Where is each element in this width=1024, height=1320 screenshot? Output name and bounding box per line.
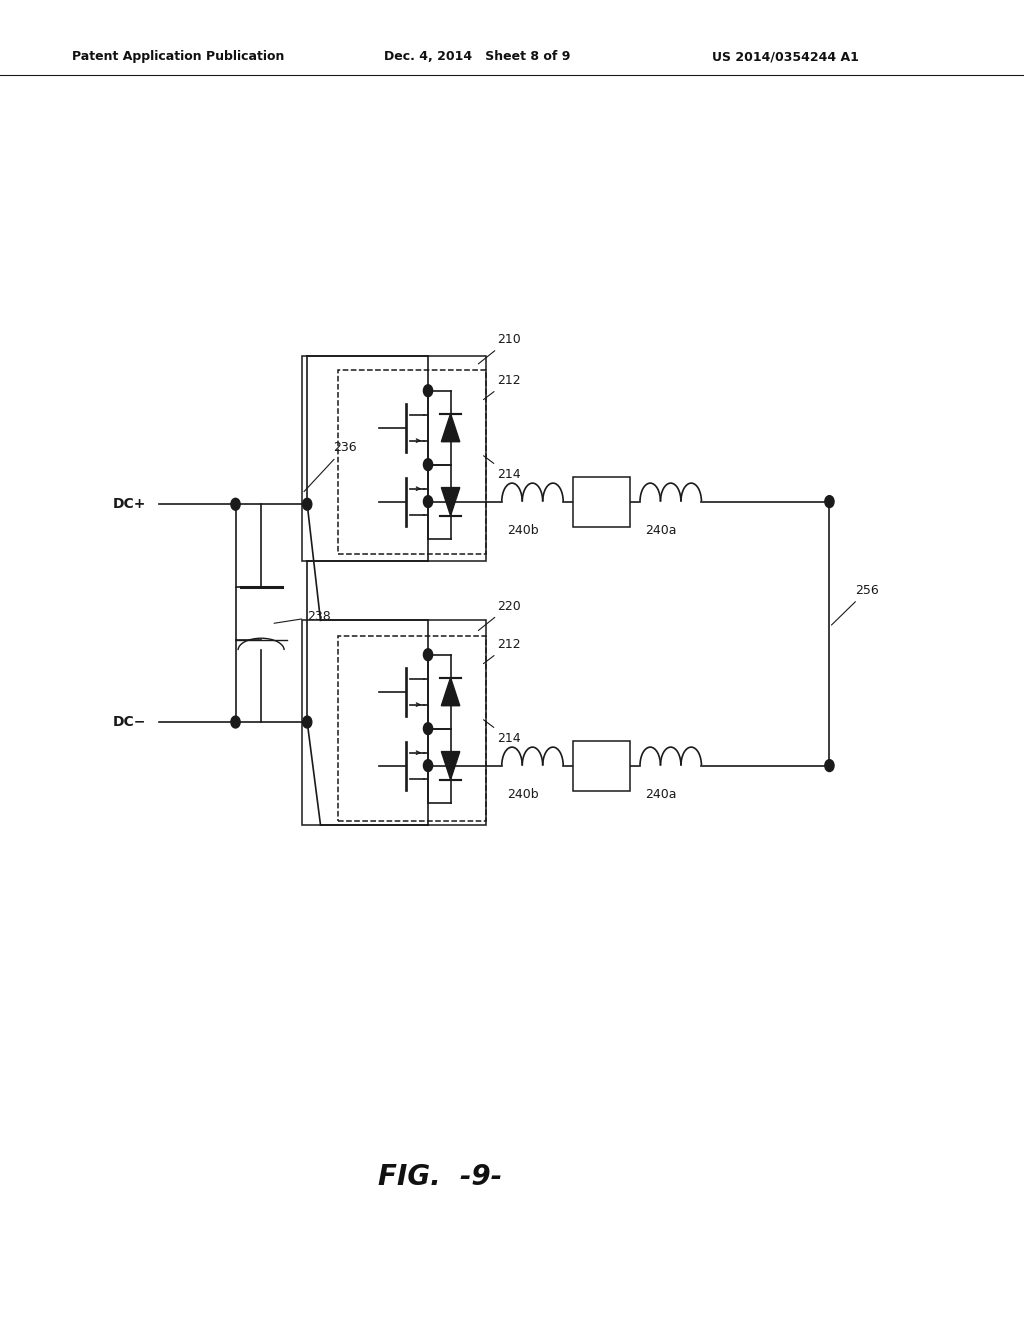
- Text: 244: 244: [590, 490, 613, 503]
- Text: US 2014/0354244 A1: US 2014/0354244 A1: [712, 50, 858, 63]
- Text: 214: 214: [483, 719, 520, 744]
- Circle shape: [303, 715, 311, 729]
- Polygon shape: [441, 677, 460, 706]
- Text: 240b: 240b: [507, 788, 539, 801]
- Text: 212: 212: [483, 374, 520, 400]
- Circle shape: [231, 715, 240, 729]
- Polygon shape: [441, 751, 460, 780]
- Text: 212: 212: [483, 638, 520, 664]
- Text: FIG.  -9-: FIG. -9-: [378, 1163, 503, 1192]
- Circle shape: [303, 498, 311, 511]
- Circle shape: [424, 458, 433, 471]
- Text: 236: 236: [304, 441, 356, 491]
- Text: Dec. 4, 2014   Sheet 8 of 9: Dec. 4, 2014 Sheet 8 of 9: [384, 50, 570, 63]
- Circle shape: [424, 495, 433, 508]
- Circle shape: [424, 722, 433, 734]
- Text: 256: 256: [831, 583, 879, 626]
- FancyBboxPatch shape: [573, 741, 630, 791]
- Polygon shape: [441, 487, 460, 516]
- Text: 240b: 240b: [507, 524, 539, 537]
- Text: DC−: DC−: [113, 715, 146, 729]
- Circle shape: [424, 760, 433, 772]
- Polygon shape: [441, 413, 460, 442]
- Text: 240a: 240a: [645, 524, 677, 537]
- Text: Patent Application Publication: Patent Application Publication: [72, 50, 284, 63]
- Text: 220: 220: [478, 599, 520, 631]
- Text: 238: 238: [274, 610, 331, 623]
- FancyBboxPatch shape: [573, 477, 630, 527]
- Text: 210: 210: [478, 333, 520, 364]
- Circle shape: [825, 495, 834, 508]
- Text: 240a: 240a: [645, 788, 677, 801]
- Text: DC+: DC+: [113, 498, 146, 511]
- Circle shape: [424, 384, 433, 396]
- Text: 244: 244: [590, 754, 613, 767]
- Text: 214: 214: [483, 455, 520, 480]
- Circle shape: [424, 648, 433, 661]
- Circle shape: [825, 760, 834, 772]
- Circle shape: [231, 498, 240, 511]
